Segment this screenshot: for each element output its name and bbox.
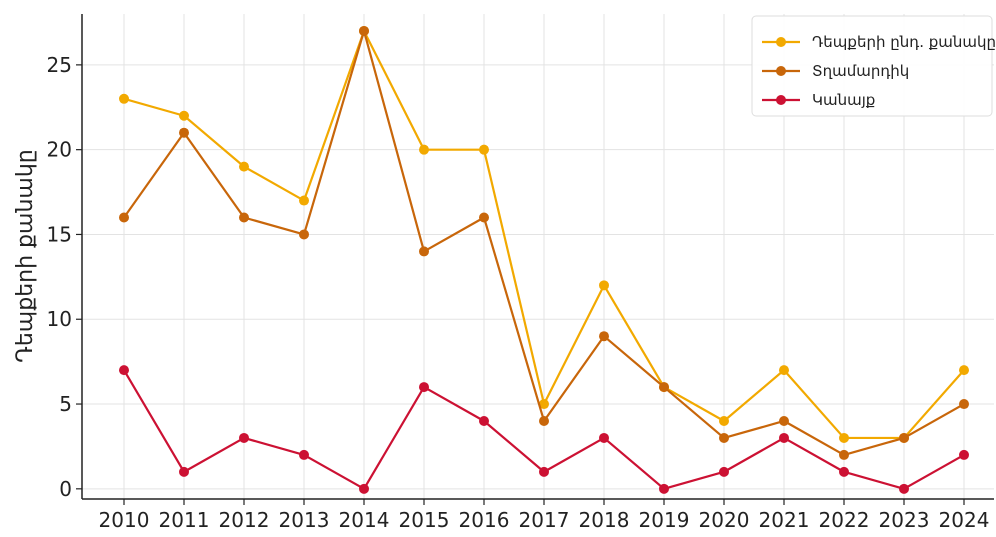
x-tick-label: 2013 (279, 508, 330, 532)
x-tick-label: 2019 (639, 508, 690, 532)
x-ticks: 2010 2011 2012 2013 2014 2015 2016 2017 2018 2019… (99, 499, 990, 532)
data-point (419, 382, 429, 393)
data-point (299, 229, 309, 240)
data-point (239, 161, 249, 172)
data-point (539, 415, 549, 426)
x-tick-label: 2016 (459, 508, 510, 532)
data-point (419, 246, 429, 257)
x-tick-label: 2021 (759, 508, 810, 532)
data-point (839, 432, 849, 443)
series-2 (119, 25, 969, 460)
series (119, 25, 969, 494)
y-tick-label: 20 (47, 138, 72, 162)
data-point (359, 25, 369, 36)
data-point (179, 110, 189, 121)
data-point (599, 331, 609, 342)
y-tick-label: 15 (47, 222, 72, 246)
data-point (899, 432, 909, 443)
data-point (719, 415, 729, 426)
x-tick-label: 2011 (159, 508, 210, 532)
data-point (479, 415, 489, 426)
data-point (959, 449, 969, 460)
x-tick-label: 2017 (519, 508, 570, 532)
y-tick-label: 10 (47, 307, 72, 331)
legend-label: Դեպքերի ընդ. քանակը (812, 33, 996, 51)
data-point (899, 483, 909, 494)
series-3 (119, 365, 969, 494)
legend-marker (776, 37, 786, 47)
data-point (779, 415, 789, 426)
data-point (119, 365, 129, 376)
data-point (959, 399, 969, 410)
data-point (299, 449, 309, 460)
x-tick-label: 2015 (399, 508, 450, 532)
data-point (659, 483, 669, 494)
y-tick-label: 0 (59, 477, 72, 501)
x-tick-label: 2024 (939, 508, 990, 532)
x-tick-label: 2022 (819, 508, 870, 532)
data-point (779, 365, 789, 376)
data-point (779, 432, 789, 443)
data-point (419, 144, 429, 155)
data-point (119, 93, 129, 104)
data-point (239, 212, 249, 223)
data-point (839, 449, 849, 460)
legend-marker (776, 95, 786, 105)
data-point (719, 466, 729, 477)
data-point (719, 432, 729, 443)
axes (81, 14, 994, 500)
x-tick-label: 2012 (219, 508, 270, 532)
x-tick-label: 2020 (699, 508, 750, 532)
legend-label: Տղամարդիկ (812, 62, 909, 80)
data-point (479, 212, 489, 223)
data-point (599, 280, 609, 291)
data-point (479, 144, 489, 155)
data-point (659, 382, 669, 393)
x-tick-label: 2018 (579, 508, 630, 532)
y-axis-label: Դեպքերի քանակը (13, 149, 38, 362)
x-tick-label: 2014 (339, 508, 390, 532)
x-tick-label: 2023 (879, 508, 930, 532)
legend: Դեպքերի ընդ. քանակը Տղամարդիկ Կանայք (751, 15, 996, 117)
data-point (539, 466, 549, 477)
y-tick-label: 5 (59, 392, 72, 416)
legend-label: Կանայք (812, 91, 875, 109)
legend-box (751, 15, 993, 117)
y-tick-label: 25 (47, 53, 72, 77)
legend-marker (776, 66, 786, 76)
data-point (839, 466, 849, 477)
data-point (959, 365, 969, 376)
data-point (599, 432, 609, 443)
data-point (119, 212, 129, 223)
x-tick-label: 2010 (99, 508, 150, 532)
data-point (539, 399, 549, 410)
data-point (179, 127, 189, 138)
data-point (239, 432, 249, 443)
data-point (299, 195, 309, 206)
y-ticks: 0 5 10 15 20 25 (47, 53, 82, 501)
data-point (359, 483, 369, 494)
data-point (179, 466, 189, 477)
